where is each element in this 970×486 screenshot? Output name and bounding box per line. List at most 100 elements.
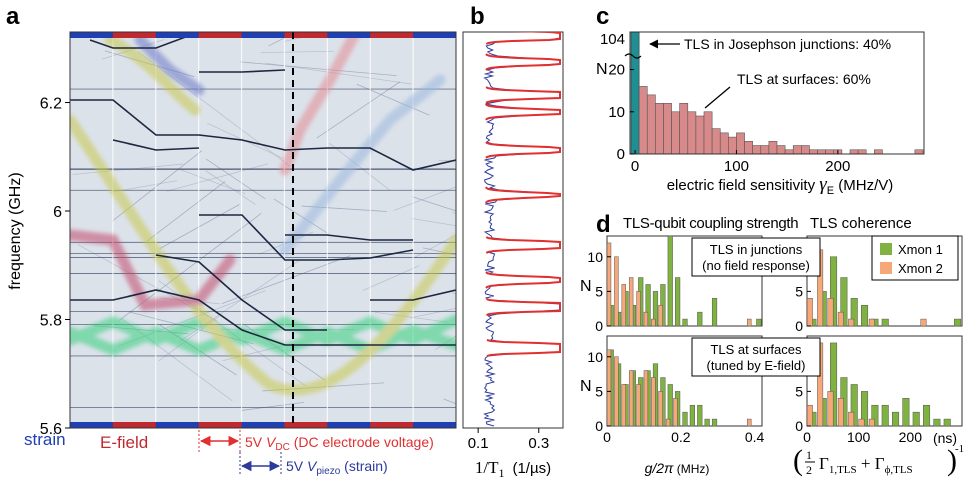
bar-xmon1	[697, 311, 703, 327]
vdc-subscript: DC	[275, 442, 289, 453]
vpiezo-annotation: 5V Vpiezo (strain)	[286, 458, 388, 477]
sequence-segment	[241, 32, 285, 38]
lorentzian-fit	[485, 236, 561, 254]
y-tick-label-6: 6	[53, 204, 62, 221]
sensitivity-bar	[825, 149, 835, 155]
bar-xmon1	[954, 318, 962, 327]
sequence-segment	[70, 422, 114, 428]
background-trace	[133, 32, 135, 33]
junction-annotation: TLS in Josephson junctions: 40%	[684, 36, 891, 52]
bar-xmon1	[704, 418, 710, 427]
vpiezo-symbol: V	[307, 458, 318, 474]
bar-xmon1	[881, 404, 889, 427]
bar-xmon2	[606, 242, 612, 327]
sensitivity-bar	[687, 111, 697, 155]
bar-xmon1	[850, 298, 858, 327]
background-trace	[205, 170, 256, 205]
d-right-x-tick-label: 100	[847, 429, 871, 445]
legend-label-xmon1: Xmon 1	[898, 242, 943, 257]
surface-pointer-line	[704, 86, 731, 109]
sequence-segment	[155, 422, 200, 428]
bar-xmon1	[756, 318, 762, 327]
legend-strain: strain	[24, 430, 66, 449]
bar-xmon1	[689, 404, 695, 427]
bar-xmon2	[621, 384, 626, 427]
d-y-tick-label: 0	[795, 318, 803, 334]
lorentzian-fit	[485, 141, 561, 159]
bar-xmon1	[667, 235, 673, 327]
bar-xmon1	[923, 404, 931, 427]
panel-b-x-ticks: 0.1 0.3	[468, 428, 549, 452]
d-y-tick-label: 5	[595, 383, 603, 399]
panel-b: 0.1 0.3 1/T1 (1/µs)	[462, 31, 564, 480]
d-ylabel: N	[580, 378, 592, 395]
sensitivity-bar	[914, 149, 924, 155]
bar-xmon2	[827, 298, 834, 327]
d-y-tick-label: 5	[595, 283, 603, 299]
bar-xmon1	[902, 398, 910, 427]
legend-label-xmon2: Xmon 2	[898, 261, 943, 276]
x-tick-label-0.1: 0.1	[468, 435, 489, 452]
tls-track-thin	[89, 32, 200, 49]
bar-xmon2	[643, 370, 649, 427]
bar-xmon2	[614, 356, 619, 427]
vdc-symbol: V	[266, 434, 277, 450]
row-label-box	[691, 237, 821, 277]
d-y-tick-label: 0	[595, 418, 603, 434]
panel-d-right-xunit: (ns)	[933, 430, 957, 446]
sensitivity-bar	[752, 145, 762, 155]
bar-xmon2	[636, 291, 641, 327]
d-y-tick-label: 5	[795, 283, 803, 299]
sensitivity-bar	[711, 128, 721, 155]
background-trace	[393, 186, 456, 211]
sequence-segment	[413, 32, 457, 38]
lorentzian-fit	[486, 339, 561, 357]
panel-b-xlabel: 1/T1 (1/µs)	[475, 458, 551, 480]
sensitivity-bar	[655, 103, 664, 155]
background-trace	[268, 32, 298, 47]
vpiezo-description: (strain)	[340, 458, 387, 474]
y-tick-label-6.2: 6.2	[40, 96, 62, 113]
bar-xmon1	[892, 411, 900, 427]
c-x-tick-label-0: 0	[631, 158, 639, 175]
tls-track-thin	[70, 99, 456, 171]
sensitivity-bar	[792, 145, 802, 155]
bar-xmon2	[837, 398, 844, 427]
tls-track-wide	[134, 34, 205, 96]
vpiezo-subscript: piezo	[316, 466, 340, 477]
panel-c: 0 10 20 104 0 100 200 N electric field sensiti…	[596, 31, 925, 197]
lorentzian-fit	[486, 298, 561, 316]
background-trace	[411, 218, 456, 227]
background-trace	[374, 311, 449, 323]
d-y-tick-label: 10	[587, 249, 603, 265]
bar-xmon1	[711, 298, 718, 327]
panel-d-legend: Xmon 1 Xmon 2	[871, 235, 959, 281]
sequence-segment	[327, 32, 371, 38]
background-trace	[159, 204, 240, 249]
bar-xmon2	[658, 391, 663, 427]
bar-xmon2	[628, 370, 634, 427]
gamma-2: Γ	[875, 454, 885, 473]
c-x-tick-label-200: 200	[825, 158, 850, 175]
bar-xmon2	[868, 418, 875, 427]
tls-track-wide	[70, 114, 456, 396]
sequence-segment	[112, 32, 157, 38]
sensitivity-bar	[768, 141, 778, 155]
panel-d: TLS-qubit coupling strength TLS coherenc…	[580, 215, 964, 477]
bar-xmon1	[667, 384, 673, 427]
d-left-x-tick-label: 0.4	[745, 429, 765, 445]
bar-xmon1	[645, 284, 651, 327]
sensitivity-bar	[817, 149, 826, 155]
bar-xmon1	[682, 318, 688, 327]
bar-xmon1	[652, 291, 659, 327]
lorentzian-fit	[485, 86, 561, 104]
bar-xmon2	[827, 391, 834, 427]
y-tick-label-5.6: 5.6	[40, 421, 62, 438]
bar-xmon2	[673, 398, 678, 427]
panel-d-title-left: TLS-qubit coupling strength	[623, 215, 798, 232]
lorentzian-fit	[485, 103, 561, 121]
tls-track-thin	[370, 289, 456, 301]
gamma-1: Γ	[819, 454, 829, 473]
c-y-tick-label-10: 10	[608, 104, 625, 121]
